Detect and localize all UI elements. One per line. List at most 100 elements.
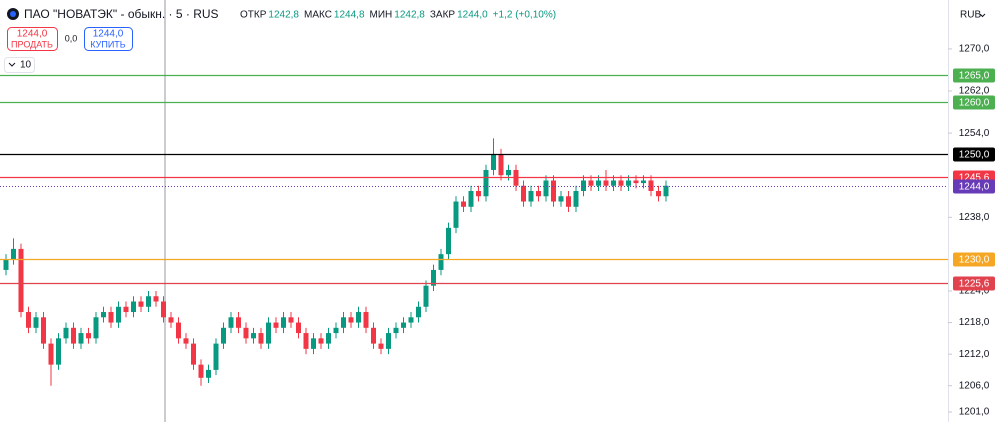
spread: 0,0 bbox=[65, 33, 78, 43]
candle-body bbox=[41, 317, 46, 344]
candle-body bbox=[453, 201, 459, 228]
candle-body bbox=[213, 343, 219, 370]
ohlc-label: МИН bbox=[370, 10, 393, 21]
candle-body bbox=[521, 185, 526, 202]
candle-body bbox=[326, 333, 331, 344]
candle-body bbox=[491, 154, 496, 170]
y-tick-label: 1224,0 bbox=[959, 286, 990, 297]
header: ПАО "НОВАТЭК" - обыкн. · 5 · RUS 1244,0 … bbox=[4, 7, 986, 73]
chevron bbox=[8, 62, 16, 67]
candle-body bbox=[86, 333, 91, 339]
candle-body bbox=[446, 227, 451, 255]
level-label: 1244,0 bbox=[959, 182, 990, 193]
sell-label: ПРОДАТЬ bbox=[11, 39, 53, 49]
level-label: 1225,6 bbox=[959, 279, 990, 290]
indicators-toggle[interactable] bbox=[4, 57, 35, 73]
level-tag bbox=[953, 147, 995, 162]
candle-body bbox=[243, 327, 249, 339]
sell-button[interactable] bbox=[7, 27, 58, 51]
ohlc-label: ОТКР bbox=[240, 10, 267, 21]
candle-body bbox=[408, 317, 414, 323]
candle-body bbox=[618, 180, 624, 186]
candle-body bbox=[528, 191, 534, 202]
candle-body bbox=[71, 327, 76, 344]
candle-body bbox=[633, 180, 639, 184]
candle-body bbox=[648, 180, 654, 192]
candle-body bbox=[641, 180, 646, 184]
candle-body bbox=[468, 191, 474, 207]
level-label: 1230,0 bbox=[959, 255, 990, 266]
candle-body bbox=[603, 180, 609, 186]
candle-body bbox=[581, 180, 586, 192]
candle-body bbox=[386, 333, 391, 349]
candle-body bbox=[63, 327, 69, 339]
level-tag bbox=[953, 179, 995, 194]
sell-price: 1244,0 bbox=[17, 29, 48, 40]
candle-body bbox=[333, 327, 339, 334]
candle-body bbox=[558, 196, 564, 202]
level-tag bbox=[953, 276, 995, 291]
candle-body bbox=[161, 301, 166, 318]
title: ПАО "НОВАТЭК" - обыкн. · 5 · RUS bbox=[24, 7, 219, 21]
indicators-count: 10 bbox=[20, 60, 32, 71]
ohlc-value: 1244,8 bbox=[334, 10, 365, 21]
candle-body bbox=[296, 322, 301, 334]
candle-body bbox=[438, 254, 444, 270]
candle-body bbox=[108, 312, 114, 323]
candle-body bbox=[258, 333, 264, 344]
candle-body bbox=[543, 180, 549, 197]
candle-body bbox=[176, 322, 181, 339]
candle-body bbox=[123, 306, 129, 313]
candle-body bbox=[318, 338, 324, 344]
candle-body bbox=[146, 296, 151, 307]
ohlc-value: 1242,8 bbox=[394, 10, 425, 21]
chevron bbox=[979, 13, 986, 18]
level-tag bbox=[953, 68, 995, 83]
candle-body bbox=[551, 180, 556, 202]
buy-button[interactable] bbox=[84, 27, 133, 51]
candle-body bbox=[26, 312, 31, 328]
candle-body bbox=[273, 322, 279, 328]
candle-body bbox=[341, 317, 346, 328]
candle-body bbox=[656, 191, 661, 197]
level-label: 1250,0 bbox=[959, 150, 990, 161]
candle-body bbox=[663, 185, 669, 197]
y-tick-label: 1212,0 bbox=[959, 349, 990, 360]
candle-body bbox=[423, 285, 429, 307]
candle-body bbox=[506, 169, 511, 176]
y-tick-label: 1206,0 bbox=[959, 380, 990, 391]
candle-body bbox=[48, 343, 54, 365]
level-tag bbox=[953, 252, 995, 267]
candle-body bbox=[101, 312, 106, 318]
candle-body bbox=[611, 180, 616, 186]
candle-body bbox=[303, 333, 309, 349]
candle-body bbox=[461, 201, 466, 207]
candle-body bbox=[348, 317, 354, 323]
candle-body bbox=[288, 317, 294, 323]
candle-body bbox=[596, 180, 601, 186]
candle-body bbox=[393, 327, 399, 334]
buy-price: 1244,0 bbox=[93, 29, 124, 40]
change: +1,2 (+0,10%) bbox=[493, 10, 556, 21]
candle-body bbox=[251, 333, 256, 339]
candle-body bbox=[183, 338, 189, 344]
candle-body bbox=[191, 343, 196, 365]
ohlc-value: 1242,8 bbox=[268, 10, 299, 21]
currency[interactable]: RUB bbox=[960, 10, 981, 21]
candle-body bbox=[11, 248, 16, 260]
candle-body bbox=[588, 180, 594, 186]
level-label: 1245,6 bbox=[959, 173, 990, 184]
candle-body bbox=[566, 196, 571, 207]
candle-body bbox=[33, 317, 39, 328]
y-tick-label: 1270,0 bbox=[959, 44, 990, 55]
y-tick-label: 1254,0 bbox=[959, 128, 990, 139]
candle-body bbox=[93, 317, 99, 339]
candle-body bbox=[536, 191, 541, 197]
ohlc-value: 1244,0 bbox=[457, 10, 488, 21]
y-tick-label: 1218,0 bbox=[959, 317, 990, 328]
candle-body bbox=[221, 327, 226, 344]
candle-body bbox=[498, 154, 504, 176]
candle-body bbox=[116, 306, 121, 323]
ohlc-label: ЗАКР bbox=[430, 10, 456, 21]
